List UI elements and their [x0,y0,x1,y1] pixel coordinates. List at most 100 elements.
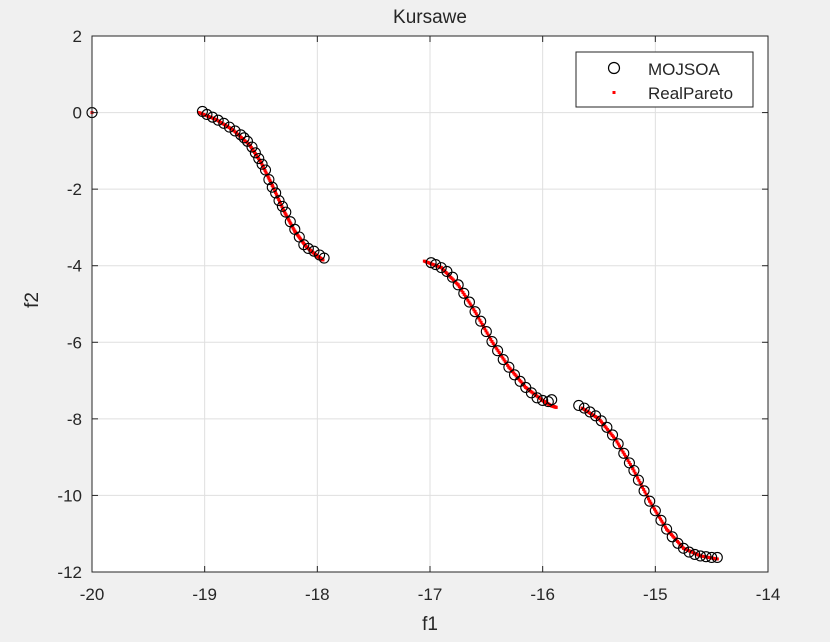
realpareto-point [640,485,644,489]
mojsoa-point [256,158,268,170]
realpareto-point [492,343,496,347]
mojsoa-point [578,402,590,414]
mojsoa-point [711,551,723,564]
y-tick-label: -12 [57,563,82,582]
mojsoa-point [263,174,275,186]
realpareto-point [637,478,641,482]
realpareto-point [479,320,483,324]
realpareto-point [287,219,291,223]
mojsoa-point [666,531,678,543]
mojsoa-point [606,429,619,441]
mojsoa-point [514,375,526,387]
mojsoa-point [246,141,258,153]
mojsoa-point [694,550,706,562]
x-tick-label: -18 [305,585,330,604]
realpareto-point [639,483,643,487]
mojsoa-point [235,129,247,141]
mojsoa-point [486,335,498,348]
mojsoa-point [644,495,656,507]
realpareto-point [463,294,467,298]
realpareto-point [633,471,637,475]
mojsoa-point [469,306,481,318]
mojsoa-point [683,546,695,558]
mojsoa-point [628,464,640,477]
mojsoa-series [86,105,723,564]
mojsoa-point [497,353,509,366]
mojsoa-point [259,164,272,176]
y-tick-label: -2 [67,180,82,199]
realpareto-point [646,497,650,501]
mojsoa-point [201,108,213,121]
mojsoa-point [218,117,230,129]
realpareto-point [506,363,510,367]
mojsoa-point [706,551,718,564]
realpareto-point [655,511,659,515]
x-tick-label: -20 [80,585,105,604]
realpareto-point [490,340,494,344]
realpareto-point [291,226,295,230]
legend-box [575,51,754,108]
realpareto-point [460,289,464,293]
mojsoa-point [270,187,282,199]
realpareto-point [610,433,614,437]
realpareto-point [289,222,293,226]
mojsoa-point [308,245,320,257]
mojsoa-point [503,361,515,373]
realpareto-point [609,432,613,436]
realpareto-point [265,173,269,177]
realpareto-point [483,327,487,331]
realpareto-point [500,354,504,358]
realpareto-point [456,283,460,287]
realpareto-point [615,440,619,444]
realpareto-point [457,285,461,289]
realpareto-point [598,418,602,422]
realpareto-point [265,172,269,176]
realpareto-point [480,322,484,326]
mojsoa-point [700,551,712,563]
mojsoa-point [531,392,543,404]
realpareto-point [260,162,264,166]
realpareto-point [648,499,652,503]
realpareto-point [621,450,625,454]
realpareto-point [663,525,667,529]
realpareto-point [503,360,507,364]
realpareto-point [283,211,287,215]
realpareto-point [651,505,655,509]
realpareto-point [614,438,618,442]
realpareto-point [264,170,268,174]
mojsoa-point [508,369,521,381]
mojsoa-point [573,399,585,412]
realpareto-point [491,341,495,345]
mojsoa-point [430,259,442,271]
realpareto-point [485,331,489,335]
mojsoa-point [212,114,224,126]
y-axis-label: f2 [22,292,43,308]
realpareto-point [477,316,481,320]
y-tick-label: -8 [67,410,82,429]
x-tick-label: -14 [756,585,781,604]
realpareto-point [286,217,290,221]
realpareto-point [280,205,284,209]
realpareto-point [620,448,624,452]
realpareto-point [473,310,477,314]
mojsoa-point [661,523,673,535]
realpareto-point [599,420,603,424]
realpareto-point [468,302,472,306]
legend-label-realpareto: RealPareto [648,84,733,103]
mojsoa-point [612,438,624,450]
realpareto-point [266,175,270,179]
realpareto-point [288,220,292,224]
y-tick-label: -10 [57,486,82,505]
realpareto-point [636,476,640,480]
realpareto-point [502,358,506,362]
x-tick-label: -15 [643,585,668,604]
realpareto-point [608,430,612,434]
mojsoa-point [632,474,644,486]
chart-title: Kursawe [393,7,467,28]
realpareto-point [613,436,617,440]
mojsoa-point [689,548,701,560]
y-tick-label: 0 [73,104,82,123]
realpareto-point [466,298,470,302]
realpareto-point [467,300,471,304]
